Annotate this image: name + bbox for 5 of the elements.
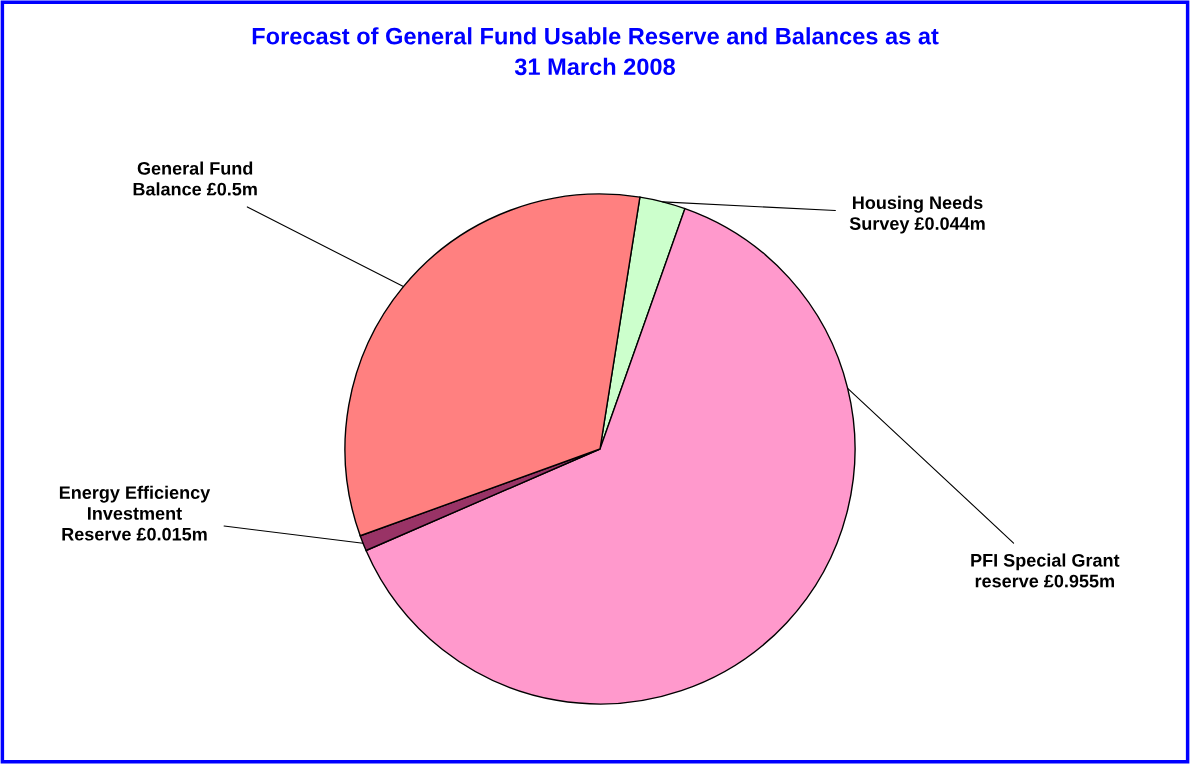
slice-label: General Fund Balance £0.5m [133,161,257,196]
slice-label: PFI Special Grant reserve £0.955m [971,553,1120,588]
chart-title: Forecast of General Fund Usable Reserve and Balances as at 31 March 2008 [252,27,939,76]
slice-label: Energy Efficiency Investment Reserve £0.015m [59,485,211,541]
slice-label: Housing Needs Survey £0.044m [849,195,985,234]
